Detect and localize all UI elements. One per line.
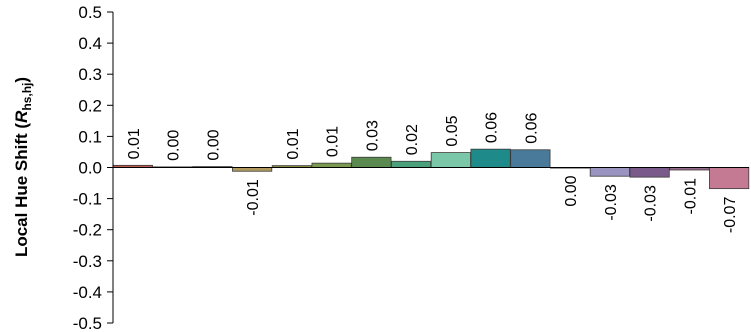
bar: [311, 162, 352, 168]
data-label: 0.01: [325, 126, 342, 157]
data-label: 0.03: [364, 120, 381, 151]
data-label: 0.00: [205, 129, 222, 160]
data-label: -0.03: [603, 184, 620, 221]
bar: [351, 156, 392, 168]
y-tick-label: -0.5: [73, 314, 102, 332]
y-tick-label: -0.4: [73, 283, 102, 302]
data-labels: 0.01 0.00 0.00 -0.01 0.01 0.01 0.03 0.02 0.05 0.0…: [126, 112, 739, 233]
bar: [391, 160, 432, 168]
data-label: 0.06: [484, 112, 501, 143]
y-axis-label-suffix: ): [12, 77, 31, 83]
data-label: 0.00: [563, 175, 580, 206]
y-tick-label: 0.5: [78, 3, 102, 22]
y-tick-label: 0.2: [78, 96, 102, 115]
y-tick-label: 0.3: [78, 65, 102, 84]
data-label: 0.01: [126, 128, 143, 159]
y-axis-ticks: 0.5 0.4 0.3 0.2 0.1 0.0 -0.1 -0.2 -0.3 -0.4 -0.5: [73, 3, 113, 332]
y-tick-label: -0.2: [73, 221, 102, 240]
y-tick-label: -0.3: [73, 252, 102, 271]
bar: [470, 148, 511, 168]
y-axis-label: Local Hue Shift (Rhs,hj): [12, 77, 34, 257]
data-label: -0.01: [245, 179, 262, 216]
bar: [709, 167, 750, 190]
data-label: -0.07: [722, 197, 739, 234]
bar: [510, 149, 551, 168]
y-tick-label: 0.0: [78, 159, 102, 178]
bar: [589, 167, 630, 177]
data-label: 0.02: [404, 124, 421, 155]
data-label: 0.00: [166, 130, 183, 161]
y-axis-label-variable: R: [12, 110, 31, 123]
y-tick-label: -0.1: [73, 190, 102, 209]
bar: [629, 167, 670, 178]
y-tick-label: 0.1: [78, 127, 102, 146]
data-label: 0.06: [523, 113, 540, 144]
y-axis-label-prefix: Local Hue Shift (: [12, 123, 31, 257]
bar: [430, 152, 471, 168]
data-label: -0.01: [682, 178, 699, 215]
y-axis-label-subscript: hs,hj: [20, 83, 34, 111]
data-label: -0.03: [643, 185, 660, 222]
bar: [232, 167, 273, 172]
data-label: 0.01: [285, 128, 302, 159]
data-label: 0.05: [444, 115, 461, 146]
y-tick-label: 0.4: [78, 34, 102, 53]
